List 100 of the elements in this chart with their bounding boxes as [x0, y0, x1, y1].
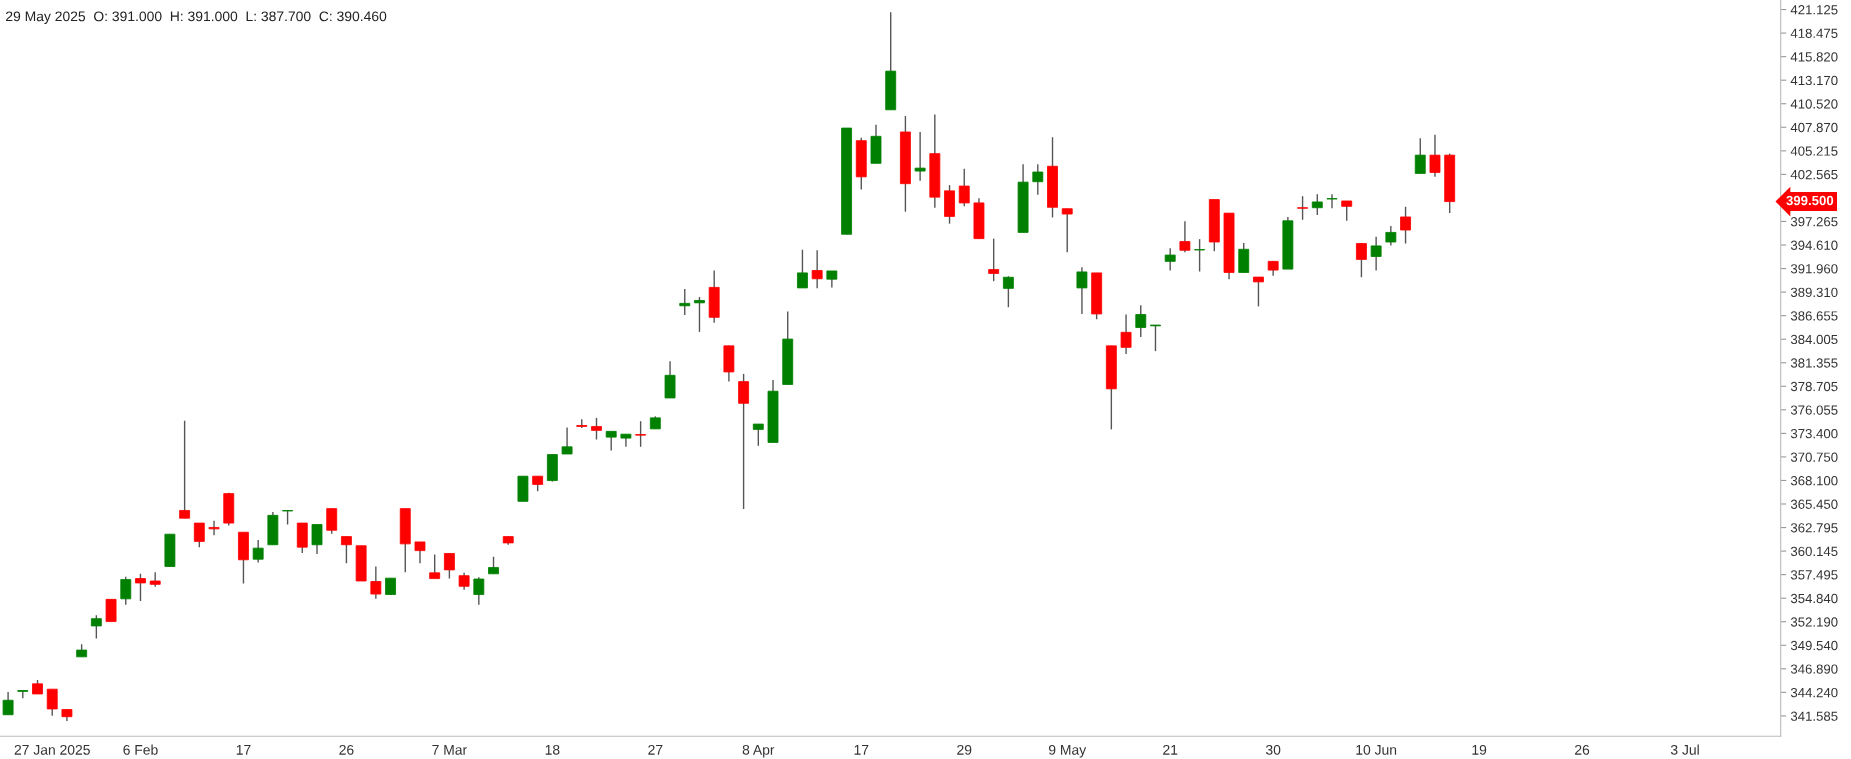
y-tick-label: 421.125 — [1790, 5, 1838, 15]
y-tick-label: 370.750 — [1790, 452, 1838, 462]
x-tick-label: 9 May — [1048, 744, 1087, 758]
y-tick-label: 376.055 — [1790, 405, 1838, 415]
candlestick — [443, 552, 455, 580]
candlestick — [90, 614, 102, 640]
candlestick — [914, 131, 926, 182]
y-tick-label: 413.170 — [1790, 75, 1838, 86]
candlestick — [1356, 242, 1367, 278]
x-tick-label: 30 — [1265, 744, 1281, 755]
candlestick — [1253, 276, 1264, 308]
y-tick-label: 344.240 — [1790, 687, 1838, 698]
candlestick — [1311, 193, 1323, 216]
candlestick — [1326, 193, 1338, 209]
x-tick-label: 17 — [854, 745, 869, 755]
candlestick — [149, 571, 161, 588]
candlestick — [414, 541, 426, 564]
candlestick — [797, 249, 808, 289]
candlestick — [1370, 236, 1382, 272]
candlestick — [1341, 200, 1353, 222]
y-tick-label: 362.795 — [1790, 523, 1838, 533]
candlestick — [370, 565, 382, 600]
candlestick — [311, 523, 323, 555]
y-tick-label: 365.450 — [1790, 499, 1838, 509]
candlestick — [1135, 304, 1147, 338]
candlestick — [179, 419, 191, 519]
candlestick — [341, 535, 352, 564]
candlestick — [1297, 195, 1308, 221]
candlestick — [591, 417, 602, 441]
y-tick-label: 405.215 — [1790, 146, 1838, 156]
y-tick-label: 389.310 — [1790, 287, 1838, 297]
x-tick-label: 17 — [236, 745, 251, 755]
candlestick — [1194, 238, 1206, 273]
x-tick-label: 7 Mar — [432, 745, 467, 755]
candlestick — [208, 519, 220, 536]
x-tick-label: 6 Feb — [123, 744, 158, 755]
y-tick-label: 354.840 — [1790, 593, 1838, 604]
candlestick — [193, 522, 205, 548]
y-tick-label: 407.870 — [1790, 122, 1838, 133]
x-tick-label: 21 — [1163, 744, 1178, 755]
candlestick — [1076, 266, 1088, 315]
candlestick — [473, 576, 485, 606]
y-tick-label: 373.400 — [1790, 428, 1838, 439]
y-tick-label: 368.100 — [1790, 476, 1838, 486]
candlestick — [105, 598, 117, 623]
y-tick-label: 386.655 — [1790, 311, 1838, 321]
candlestick — [1032, 163, 1044, 196]
candlestick — [120, 575, 132, 606]
candlestick — [664, 360, 676, 399]
x-tick-label: 26 — [339, 744, 354, 755]
x-tick-label: 3 Jul — [1670, 744, 1699, 755]
candlestick — [46, 688, 58, 717]
x-tick-label: 8 Apr — [742, 744, 775, 758]
text: 399.500 — [1786, 195, 1834, 206]
candlestick — [1150, 324, 1161, 352]
candlestick — [2, 691, 14, 716]
candlestick — [679, 288, 691, 316]
candlestick — [958, 167, 970, 207]
candlestick — [694, 296, 705, 333]
candlestick — [429, 553, 441, 580]
candlestick — [1385, 225, 1397, 247]
y-tick-label: 397.265 — [1790, 217, 1838, 227]
candlestick — [252, 539, 264, 564]
y-tick-label: 384.005 — [1790, 334, 1838, 345]
candlestick — [1179, 220, 1191, 253]
x-tick-label: 19 — [1472, 744, 1487, 755]
y-tick-label: 349.540 — [1790, 640, 1838, 651]
y-tick-label: 357.495 — [1790, 570, 1838, 580]
y-tick-label: 418.475 — [1790, 28, 1838, 38]
candlestick — [605, 430, 617, 452]
candlestick — [1061, 208, 1073, 253]
y-tick-label: 360.145 — [1790, 546, 1838, 557]
x-tick-label: 18 — [545, 744, 560, 755]
candlestick — [1120, 313, 1132, 355]
y-tick-label: 391.960 — [1790, 264, 1838, 274]
candlestick — [811, 249, 823, 290]
candlestick — [988, 237, 1000, 282]
candlestick — [1238, 242, 1250, 274]
x-tick-label: 27 Jan 2025 — [14, 744, 90, 755]
candlestick — [1400, 206, 1411, 245]
y-tick-label: 341.585 — [1790, 711, 1838, 721]
y-tick-label: 352.190 — [1790, 617, 1838, 627]
y-tick-label: 415.820 — [1790, 52, 1838, 62]
candlestick — [135, 573, 146, 602]
y-tick-label: 378.705 — [1790, 381, 1838, 392]
candlestick — [1002, 275, 1014, 308]
x-tick-label: 26 — [1575, 744, 1590, 755]
text: 29 May 2025 O: 391.000 H: 391.000 L: 387.700 C: 390.460 — [6, 11, 387, 24]
candlestick — [752, 423, 764, 447]
candlestick — [561, 426, 573, 455]
candlestick — [1414, 137, 1426, 175]
y-tick-label: 394.610 — [1790, 240, 1838, 250]
y-tick-label: 410.520 — [1790, 99, 1838, 109]
x-tick-label: 10 Jun — [1356, 744, 1397, 755]
y-tick-label: 381.355 — [1790, 358, 1838, 368]
candlestick — [1164, 247, 1176, 272]
y-tick-label: 346.890 — [1790, 664, 1838, 674]
candlestick — [1429, 134, 1441, 178]
x-tick-label: 27 — [648, 744, 663, 755]
y-tick-label: 402.565 — [1790, 169, 1838, 180]
